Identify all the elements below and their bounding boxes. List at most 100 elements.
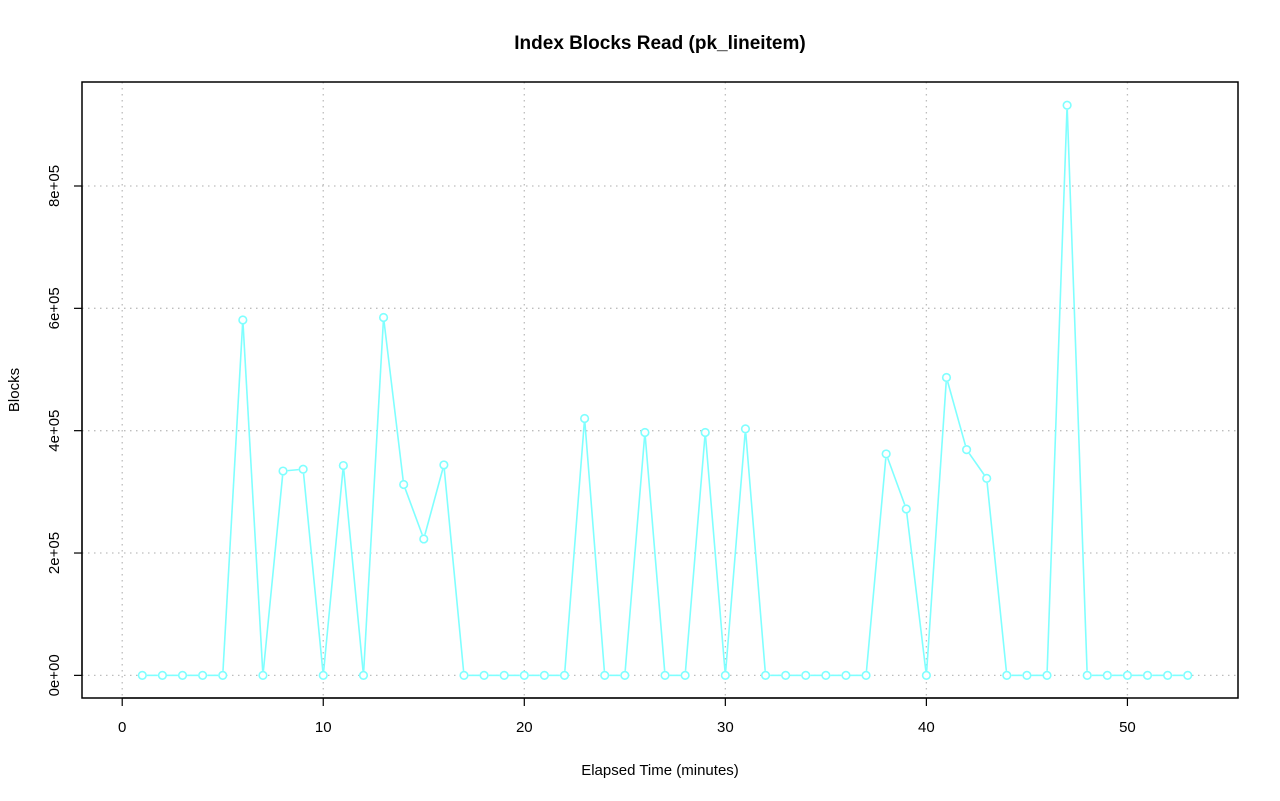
data-point [861, 670, 871, 680]
data-point [1142, 670, 1153, 680]
series-segment [865, 458, 887, 671]
series-segment [262, 475, 284, 671]
y-tick-label: 4e+05 [46, 410, 63, 452]
series-segment [624, 437, 646, 671]
data-point [801, 670, 811, 680]
data-point [680, 670, 690, 680]
series-segment [564, 422, 586, 671]
data-point [559, 670, 570, 680]
series-segment [704, 437, 726, 671]
series-segment [383, 321, 404, 481]
data-point [941, 372, 952, 383]
x-tick-label: 50 [1119, 719, 1136, 736]
y-axis: 0e+00 2e+05 4e+05 6e+05 8e+05 [46, 165, 83, 696]
data-point [459, 670, 469, 680]
series-segment [644, 437, 666, 671]
data-point [278, 466, 288, 476]
data-point [660, 670, 670, 680]
series-segment [424, 469, 444, 535]
data-point [1183, 670, 1193, 680]
series-segment [887, 457, 906, 505]
data-point [318, 670, 328, 680]
data-point [821, 670, 831, 680]
data-point [238, 315, 248, 325]
x-axis-label: Elapsed Time (minutes) [581, 762, 739, 779]
data-point [378, 312, 389, 323]
data-point [519, 670, 529, 680]
data-point [539, 670, 550, 680]
x-tick-label: 20 [516, 719, 533, 736]
series-segment [584, 422, 606, 671]
y-tick-label: 8e+05 [46, 165, 63, 207]
series-segment [906, 513, 927, 671]
y-tick-label: 6e+05 [46, 287, 63, 329]
data-point [218, 670, 228, 680]
data-point [760, 670, 771, 680]
data-point [982, 473, 992, 483]
x-tick-label: 0 [118, 719, 126, 736]
data-point [620, 670, 630, 680]
y-tick-label: 0e+00 [46, 654, 63, 696]
x-tick-label: 40 [918, 719, 935, 736]
data-point [720, 670, 730, 680]
data-point [177, 670, 188, 680]
data-point [921, 670, 931, 680]
series-segment [222, 324, 244, 671]
data-point [1163, 670, 1173, 680]
data-point [781, 670, 791, 680]
data-point [841, 670, 851, 680]
series-segment [946, 381, 967, 446]
data-point [1082, 670, 1092, 680]
series-segment [362, 322, 385, 671]
data-point [399, 479, 409, 490]
data-point [961, 445, 972, 455]
data-point [157, 670, 168, 680]
data-point [1042, 670, 1052, 680]
chart-title: Index Blocks Read (pk_lineitem) [514, 33, 805, 54]
data-point [1022, 670, 1032, 680]
series-segment [968, 452, 985, 476]
data-point [338, 460, 348, 471]
series-segment [745, 433, 766, 671]
series-segment [287, 468, 299, 472]
series-layer [137, 100, 1193, 680]
data-point [1122, 670, 1133, 680]
data-point [580, 413, 590, 424]
y-tick-label: 2e+05 [46, 532, 63, 574]
y-axis-label: Blocks [6, 368, 23, 412]
data-point [419, 534, 429, 544]
series [137, 100, 1193, 680]
series-segment [443, 469, 465, 671]
data-point [901, 504, 911, 514]
series-segment [342, 470, 364, 671]
series-segment [925, 381, 947, 671]
series-segment [404, 488, 423, 535]
data-point [258, 670, 268, 680]
x-axis: 0 10 20 30 40 50 [118, 697, 1136, 736]
data-point [358, 670, 369, 680]
data-point [499, 670, 509, 680]
data-point [1102, 670, 1112, 680]
data-point [479, 670, 489, 680]
series-segment [1066, 109, 1088, 671]
data-point [740, 424, 751, 434]
series-segment [986, 482, 1008, 671]
data-point [1062, 100, 1072, 110]
series-segment [684, 437, 706, 671]
data-point [600, 670, 610, 680]
data-point [298, 464, 308, 474]
data-point [439, 460, 449, 470]
data-point [640, 427, 650, 438]
data-point [1002, 670, 1012, 680]
x-tick-label: 10 [315, 719, 332, 736]
series-segment [242, 324, 264, 671]
data-point [137, 670, 147, 680]
x-tick-label: 30 [717, 719, 734, 736]
data-point [700, 427, 710, 438]
series-segment [322, 470, 344, 671]
series-segment [724, 433, 746, 671]
series-segment [1046, 109, 1068, 671]
data-point [881, 449, 891, 459]
series-segment [302, 473, 324, 671]
